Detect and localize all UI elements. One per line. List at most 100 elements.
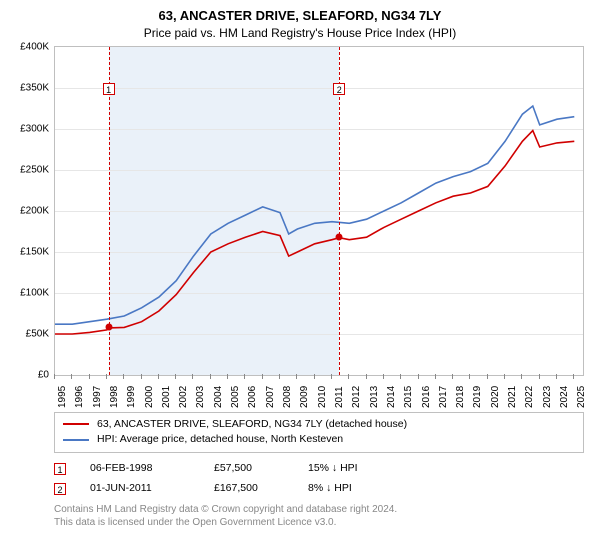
y-tick-label: £50K bbox=[26, 328, 49, 339]
x-tick-label: 1997 bbox=[92, 385, 103, 407]
x-tick-label: 2018 bbox=[455, 385, 466, 407]
x-tick-mark bbox=[175, 374, 176, 379]
legend-label: 63, ANCASTER DRIVE, SLEAFORD, NG34 7LY (… bbox=[97, 417, 407, 433]
x-tick-label: 2008 bbox=[282, 385, 293, 407]
x-tick-label: 2019 bbox=[472, 385, 483, 407]
x-tick-label: 2015 bbox=[403, 385, 414, 407]
x-tick-label: 2020 bbox=[490, 385, 501, 407]
x-tick-label: 1996 bbox=[74, 385, 85, 407]
x-tick-mark bbox=[573, 374, 574, 379]
sale-marker-dot bbox=[105, 324, 112, 331]
x-tick-mark bbox=[210, 374, 211, 379]
x-tick-mark bbox=[89, 374, 90, 379]
sale-row-price: £167,500 bbox=[214, 479, 284, 499]
x-tick-mark bbox=[314, 374, 315, 379]
legend-item: HPI: Average price, detached house, Nort… bbox=[63, 432, 575, 448]
x-tick-label: 2012 bbox=[351, 385, 362, 407]
x-tick-mark bbox=[158, 374, 159, 379]
x-tick-label: 2014 bbox=[386, 385, 397, 407]
x-tick-label: 1998 bbox=[109, 385, 120, 407]
x-tick-label: 2021 bbox=[507, 385, 518, 407]
sale-row-delta: 8% ↓ HPI bbox=[308, 479, 388, 499]
y-tick-label: £150K bbox=[20, 246, 49, 257]
x-tick-label: 2005 bbox=[230, 385, 241, 407]
x-tick-mark bbox=[192, 374, 193, 379]
x-tick-mark bbox=[366, 374, 367, 379]
x-tick-mark bbox=[487, 374, 488, 379]
x-tick-label: 2001 bbox=[161, 385, 172, 407]
x-tick-mark bbox=[227, 374, 228, 379]
y-axis-ticks: £0£50K£100K£150K£200K£250K£300K£350K£400… bbox=[11, 47, 53, 375]
series-line-property bbox=[55, 130, 574, 333]
legend-swatch bbox=[63, 423, 89, 425]
sale-row-date: 01-JUN-2011 bbox=[90, 479, 190, 499]
y-tick-label: £300K bbox=[20, 123, 49, 134]
x-tick-label: 2017 bbox=[438, 385, 449, 407]
sale-marker-line bbox=[339, 47, 340, 375]
x-tick-mark bbox=[331, 374, 332, 379]
y-tick-label: £200K bbox=[20, 205, 49, 216]
x-tick-label: 2010 bbox=[317, 385, 328, 407]
x-tick-mark bbox=[123, 374, 124, 379]
legend-swatch bbox=[63, 439, 89, 441]
x-tick-mark bbox=[279, 374, 280, 379]
sale-row-marker: 2 bbox=[54, 483, 66, 495]
x-tick-mark bbox=[504, 374, 505, 379]
x-tick-mark bbox=[400, 374, 401, 379]
legend-label: HPI: Average price, detached house, Nort… bbox=[97, 432, 343, 448]
sale-row-delta: 15% ↓ HPI bbox=[308, 459, 388, 479]
x-tick-mark bbox=[452, 374, 453, 379]
x-tick-label: 2003 bbox=[195, 385, 206, 407]
sale-row-price: £57,500 bbox=[214, 459, 284, 479]
footer-line-2: This data is licensed under the Open Gov… bbox=[54, 516, 584, 530]
plot-area: £0£50K£100K£150K£200K£250K£300K£350K£400… bbox=[54, 46, 584, 376]
x-tick-label: 2025 bbox=[576, 385, 587, 407]
legend-item: 63, ANCASTER DRIVE, SLEAFORD, NG34 7LY (… bbox=[63, 417, 575, 433]
x-tick-mark bbox=[348, 374, 349, 379]
x-tick-label: 2016 bbox=[421, 385, 432, 407]
x-tick-label: 2006 bbox=[247, 385, 258, 407]
x-tick-mark bbox=[296, 374, 297, 379]
sale-row-marker: 1 bbox=[54, 463, 66, 475]
x-tick-mark bbox=[262, 374, 263, 379]
x-tick-label: 1995 bbox=[57, 385, 68, 407]
x-tick-label: 2013 bbox=[369, 385, 380, 407]
x-tick-mark bbox=[435, 374, 436, 379]
y-tick-label: £100K bbox=[20, 287, 49, 298]
x-tick-mark bbox=[106, 374, 107, 379]
x-tick-mark bbox=[54, 374, 55, 379]
chart-container: 63, ANCASTER DRIVE, SLEAFORD, NG34 7LY P… bbox=[0, 0, 600, 534]
x-tick-label: 2000 bbox=[144, 385, 155, 407]
x-tick-label: 2004 bbox=[213, 385, 224, 407]
y-tick-label: £0 bbox=[38, 369, 49, 380]
chart-subtitle: Price paid vs. HM Land Registry's House … bbox=[10, 26, 590, 40]
x-tick-mark bbox=[141, 374, 142, 379]
y-tick-label: £250K bbox=[20, 164, 49, 175]
x-tick-mark bbox=[244, 374, 245, 379]
x-tick-label: 2024 bbox=[559, 385, 570, 407]
series-line-hpi bbox=[55, 106, 574, 324]
x-tick-label: 2007 bbox=[265, 385, 276, 407]
x-axis-ticks: 1995 1996 1997 1998 1999 2000 2001 2002 2003 2004… bbox=[54, 376, 584, 412]
x-tick-mark bbox=[521, 374, 522, 379]
x-tick-mark bbox=[71, 374, 72, 379]
line-series-svg bbox=[55, 47, 583, 375]
x-tick-label: 1999 bbox=[126, 385, 137, 407]
sale-marker-badge: 1 bbox=[103, 83, 115, 95]
footer-line-1: Contains HM Land Registry data © Crown c… bbox=[54, 503, 584, 517]
sale-row: 2 01-JUN-2011 £167,500 8% ↓ HPI bbox=[54, 479, 584, 499]
x-tick-mark bbox=[556, 374, 557, 379]
sale-row: 1 06-FEB-1998 £57,500 15% ↓ HPI bbox=[54, 459, 584, 479]
chart-title: 63, ANCASTER DRIVE, SLEAFORD, NG34 7LY bbox=[10, 8, 590, 24]
x-tick-label: 2023 bbox=[542, 385, 553, 407]
x-tick-mark bbox=[469, 374, 470, 379]
sale-row-date: 06-FEB-1998 bbox=[90, 459, 190, 479]
y-tick-label: £350K bbox=[20, 82, 49, 93]
x-tick-label: 2002 bbox=[178, 385, 189, 407]
x-tick-mark bbox=[539, 374, 540, 379]
sale-marker-badge: 2 bbox=[333, 83, 345, 95]
x-tick-mark bbox=[418, 374, 419, 379]
footer-attribution: Contains HM Land Registry data © Crown c… bbox=[54, 503, 584, 530]
legend-box: 63, ANCASTER DRIVE, SLEAFORD, NG34 7LY (… bbox=[54, 412, 584, 454]
x-tick-label: 2022 bbox=[524, 385, 535, 407]
